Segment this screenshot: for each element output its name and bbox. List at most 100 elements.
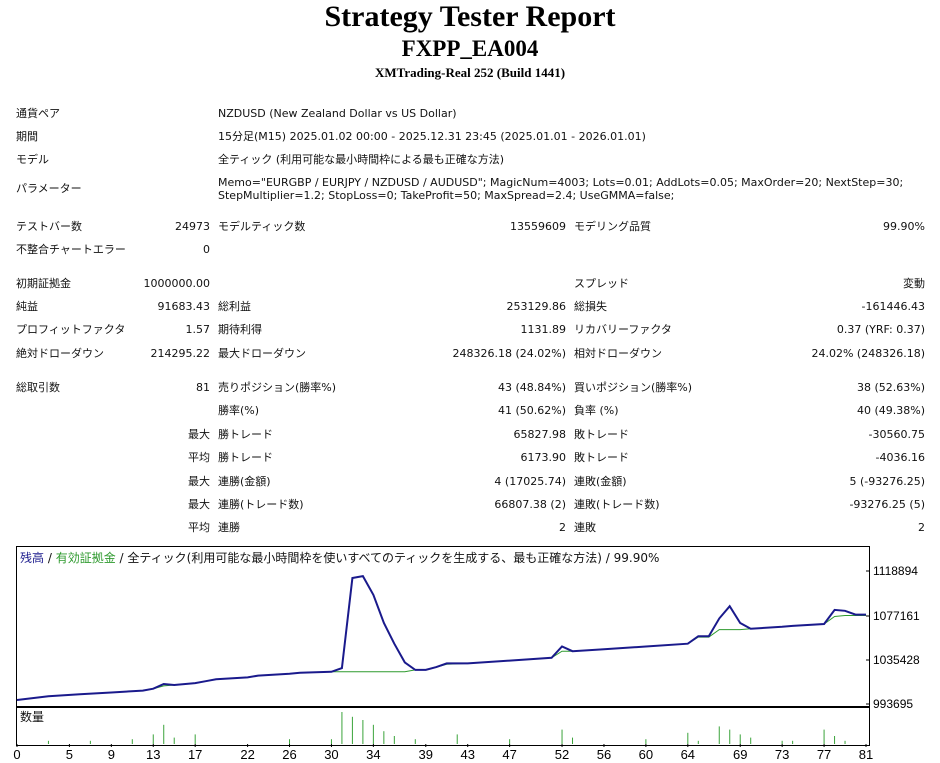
consec-loss-amount-label: 連敗(金額) xyxy=(574,475,627,488)
consec-win-count-label: 連勝(トレード数) xyxy=(218,498,304,511)
expected-payoff-label: 期待利得 xyxy=(218,323,262,336)
x-tick-label: 60 xyxy=(639,747,653,762)
parameters-value-line1: Memo="EURGBP / EURJPY / NZDUSD / AUDUSD"… xyxy=(218,176,904,189)
largest-loss-label: 敗トレード xyxy=(574,428,629,441)
x-tick-label: 17 xyxy=(188,747,202,762)
x-tick-label: 64 xyxy=(681,747,695,762)
legend-model: / 全ティック(利用可能な最小時間枠を使いすべてのティックを生成する、最も正確な… xyxy=(115,551,660,565)
total-trades-label: 総取引数 xyxy=(16,381,60,394)
x-tick-label: 69 xyxy=(733,747,747,762)
avg-consec-win-value: 2 xyxy=(559,521,566,534)
model-ticks-label: モデルティック数 xyxy=(218,220,306,233)
spread-value: 変動 xyxy=(903,277,925,290)
x-tick-label: 30 xyxy=(324,747,338,762)
x-tick-label: 73 xyxy=(775,747,789,762)
x-tick-label: 0 xyxy=(13,747,20,762)
model-quality-label: モデリング品質 xyxy=(574,220,651,233)
x-tick-label: 39 xyxy=(419,747,433,762)
max-label: 最大 xyxy=(188,428,210,441)
avg-consec-loss-value: 2 xyxy=(918,521,925,534)
symbol-value: NZDUSD (New Zealand Dollar vs US Dollar) xyxy=(218,107,457,120)
x-tick-label: 13 xyxy=(146,747,160,762)
largest-loss-value: -30560.75 xyxy=(868,428,925,441)
consec-win-amount-label: 連勝(金額) xyxy=(218,475,271,488)
test-bars-value: 24973 xyxy=(175,220,210,233)
x-tick-label: 77 xyxy=(817,747,831,762)
rel-drawdown-value: 24.02% (248326.18) xyxy=(811,347,925,360)
consec-win-amount-value: 4 (17025.74) xyxy=(494,475,566,488)
avg-consec-loss-label: 連敗 xyxy=(574,521,596,534)
gross-profit-label: 総利益 xyxy=(218,300,251,313)
abs-drawdown-label: 絶対ドローダウン xyxy=(16,347,104,360)
mismatch-label: 不整合チャートエラー xyxy=(16,243,126,256)
avg-loss-label: 敗トレード xyxy=(574,451,629,464)
model-value: 全ティック (利用可能な最小時間枠による最も正確な方法) xyxy=(218,153,505,166)
initial-deposit-value: 1000000.00 xyxy=(143,277,210,290)
x-tick-label: 56 xyxy=(597,747,611,762)
period-label: 期間 xyxy=(16,130,38,143)
x-tick-label: 34 xyxy=(366,747,380,762)
mismatch-value: 0 xyxy=(203,243,210,256)
initial-deposit-label: 初期証拠金 xyxy=(16,277,71,290)
loss-rate-value: 40 (49.38%) xyxy=(856,404,925,417)
x-tick-label: 43 xyxy=(460,747,474,762)
server-name: XMTrading-Real 252 (Build 1441) xyxy=(374,65,566,80)
symbol-label: 通貨ペア xyxy=(16,107,60,120)
x-tick-label: 22 xyxy=(240,747,254,762)
gross-profit-value: 253129.86 xyxy=(506,300,567,313)
model-label: モデル xyxy=(16,153,49,166)
consec-loss-count-value: -93276.25 (5) xyxy=(849,498,925,511)
ea-name: FXPP_EA004 xyxy=(401,36,539,61)
x-tick-label: 47 xyxy=(502,747,516,762)
x-tick-label: 5 xyxy=(66,747,73,762)
max-label-3: 最大 xyxy=(188,498,210,511)
gross-loss-label: 総損失 xyxy=(574,300,607,313)
abs-drawdown-value: 214295.22 xyxy=(150,347,211,360)
short-positions-value: 43 (48.84%) xyxy=(497,381,566,394)
profit-factor-value: 1.57 xyxy=(185,323,211,336)
avg-label: 平均 xyxy=(188,451,210,464)
balance-line xyxy=(16,574,866,701)
y-tick-label: 993695 xyxy=(873,697,913,711)
legend-balance: 残高 xyxy=(20,551,45,565)
consec-loss-amount-value: 5 (-93276.25) xyxy=(849,475,925,488)
chart-legend: 残高 / 有効証拠金 / 全ティック(利用可能な最小時間枠を使いすべてのティック… xyxy=(20,551,659,565)
gross-loss-value: -161446.43 xyxy=(861,300,925,313)
avg-label-2: 平均 xyxy=(188,521,210,534)
net-profit-label: 純益 xyxy=(16,300,38,313)
win-rate-value: 41 (50.62%) xyxy=(497,404,566,417)
consec-win-count-value: 66807.38 (2) xyxy=(494,498,566,511)
short-positions-label: 売りポジション(勝率%) xyxy=(218,381,337,394)
avg-loss-value: -4036.16 xyxy=(875,451,925,464)
y-tick-label: 1077161 xyxy=(873,609,920,623)
max-drawdown-value: 248326.18 (24.02%) xyxy=(452,347,566,360)
test-bars-label: テストバー数 xyxy=(16,220,82,233)
largest-win-value: 65827.98 xyxy=(513,428,567,441)
x-tick-label: 9 xyxy=(108,747,115,762)
model-quality-value: 99.90% xyxy=(883,220,925,233)
net-profit-value: 91683.43 xyxy=(157,300,211,313)
avg-win-label: 勝トレード xyxy=(218,451,273,464)
long-positions-label: 買いポジション(勝率%) xyxy=(574,381,693,394)
x-tick-label: 81 xyxy=(859,747,873,762)
recovery-factor-value: 0.37 (YRF: 0.37) xyxy=(836,323,925,336)
report-title: Strategy Tester Report xyxy=(324,0,616,33)
volume-chart-panel xyxy=(16,707,870,746)
spread-label: スプレッド xyxy=(574,277,629,290)
legend-equity: 有効証拠金 xyxy=(55,551,116,565)
parameters-label: パラメーター xyxy=(16,182,82,195)
long-positions-value: 38 (52.63%) xyxy=(856,381,925,394)
rel-drawdown-label: 相対ドローダウン xyxy=(574,347,662,360)
max-drawdown-label: 最大ドローダウン xyxy=(218,347,306,360)
y-tick-label: 1035428 xyxy=(873,653,920,667)
equity-line xyxy=(16,615,866,701)
x-tick-label: 52 xyxy=(555,747,569,762)
period-value: 15分足(M15) 2025.01.02 00:00 - 2025.12.31 … xyxy=(218,130,646,143)
legend-sep: / xyxy=(44,551,56,565)
total-trades-value: 81 xyxy=(196,381,210,394)
avg-win-value: 6173.90 xyxy=(520,451,567,464)
consec-loss-count-label: 連敗(トレード数) xyxy=(574,498,660,511)
avg-consec-win-label: 連勝 xyxy=(218,521,240,534)
expected-payoff-value: 1131.89 xyxy=(520,323,567,336)
